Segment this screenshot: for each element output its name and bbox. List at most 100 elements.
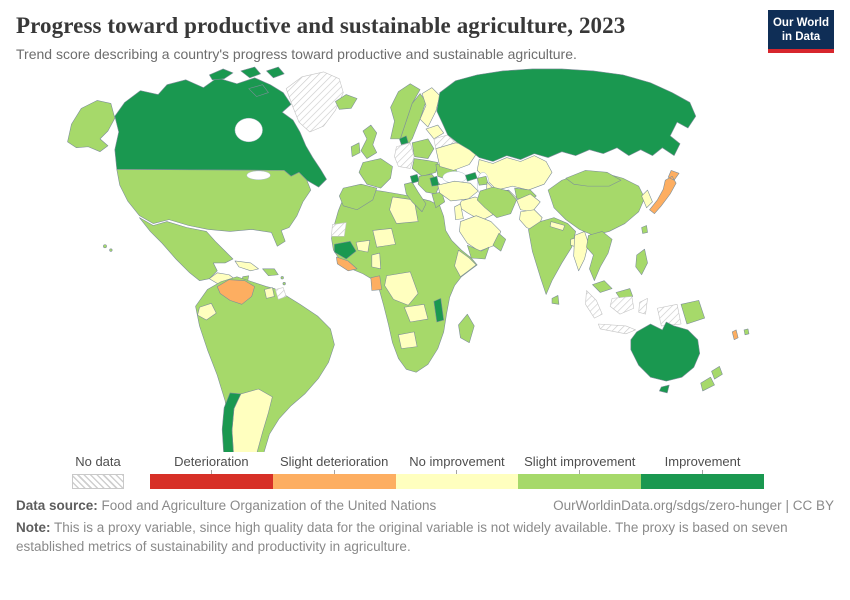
legend-tick (333, 470, 335, 474)
country-benin-togo[interactable] (371, 252, 381, 270)
country-zambia[interactable] (404, 304, 429, 323)
country-india[interactable] (528, 217, 576, 295)
country-sri-lanka[interactable] (551, 295, 560, 305)
country-papua-new-guinea[interactable] (680, 300, 705, 325)
legend-item-no-data[interactable]: No data (72, 454, 124, 489)
country-slovenia[interactable] (409, 174, 420, 184)
country-baltics[interactable] (425, 124, 445, 140)
country-central-europe[interactable] (411, 158, 439, 177)
data-source-label: Data source: (16, 498, 98, 513)
country-venezuela[interactable] (216, 279, 255, 305)
country-fiji[interactable] (743, 328, 750, 336)
country-iceland[interactable] (335, 94, 358, 110)
country-caribbean-islands[interactable] (280, 276, 284, 280)
country-niger[interactable] (372, 228, 396, 248)
owid-link[interactable]: OurWorldinData.org/sdgs/zero-hunger (553, 498, 782, 513)
country-france[interactable] (358, 158, 393, 189)
logo-line-1: Our World (772, 17, 829, 29)
country-australia[interactable] (630, 321, 701, 382)
data-source: Data source: Food and Agriculture Organi… (16, 497, 436, 516)
country-burkina-faso[interactable] (355, 239, 371, 253)
country-yemen[interactable] (467, 244, 490, 260)
legend-item-deterioration[interactable]: Deterioration (150, 454, 273, 489)
country-serbia[interactable] (429, 175, 440, 187)
country-guinea[interactable] (334, 240, 357, 260)
world-map (16, 66, 834, 452)
country-poland[interactable] (411, 138, 435, 159)
country-iran[interactable] (476, 186, 517, 218)
country-alaska[interactable] (67, 100, 116, 152)
country-gabon[interactable] (370, 275, 382, 291)
country-sierra-leone-liberia[interactable] (336, 256, 358, 272)
country-koreas[interactable] (641, 189, 653, 209)
country-ireland[interactable] (350, 142, 361, 157)
country-botswana[interactable] (398, 331, 418, 349)
country-azerbaijan[interactable] (476, 175, 489, 186)
country-south-america[interactable] (195, 276, 335, 452)
legend-item-improvement[interactable]: Improvement (641, 454, 764, 489)
country-italy[interactable] (404, 181, 427, 213)
country-hispaniola[interactable] (262, 268, 279, 277)
country-finland[interactable] (419, 87, 441, 128)
legend-swatch-no-improvement (395, 474, 519, 489)
footnote-label: Note: (16, 519, 51, 535)
country-usa[interactable] (116, 169, 312, 247)
legend-label-improvement: Improvement (664, 454, 741, 469)
legend-item-slight-deterioration[interactable]: Slight deterioration (272, 454, 396, 489)
legend-tick (702, 470, 704, 474)
country-dr-congo[interactable] (384, 271, 419, 306)
country-mongolia[interactable] (565, 170, 622, 187)
legend-swatch-no-data (72, 474, 124, 489)
country-indochina[interactable] (586, 231, 613, 281)
country-hawaii[interactable] (103, 244, 107, 249)
chart-footer: Data source: Food and Agriculture Organi… (16, 497, 834, 557)
country-taiwan[interactable] (641, 225, 648, 234)
country-chile[interactable] (221, 392, 247, 452)
country-new-zealand[interactable] (700, 366, 723, 392)
license-label[interactable]: CC BY (792, 498, 834, 513)
legend-item-no-improvement[interactable]: No improvement (395, 454, 519, 489)
country-vanuatu[interactable] (731, 329, 739, 341)
credit: OurWorldinData.org/sdgs/zero-hunger | CC… (553, 497, 834, 516)
country-madagascar[interactable] (458, 313, 475, 343)
country-mexico[interactable] (139, 217, 234, 281)
country-tasmania[interactable] (659, 384, 670, 394)
country-israel-jordan[interactable] (454, 203, 464, 220)
country-germany[interactable] (394, 142, 415, 169)
world-map-svg (67, 66, 750, 452)
country-iberia[interactable] (339, 183, 378, 211)
country-russia[interactable] (436, 68, 697, 162)
country-ecuador[interactable] (197, 303, 217, 321)
legend-item-slight-improvement[interactable]: Slight improvement (518, 454, 642, 489)
country-canada-islands[interactable] (209, 66, 285, 97)
country-nepal[interactable] (549, 221, 566, 231)
country-turkey[interactable] (437, 180, 479, 202)
country-greece[interactable] (431, 191, 445, 209)
country-suriname[interactable] (264, 287, 275, 299)
country-denmark[interactable] (399, 135, 409, 146)
country-hawaii[interactable] (109, 248, 113, 252)
map-legend: No data Deterioration Slight deteriorati… (72, 454, 764, 489)
country-myanmar[interactable] (573, 231, 589, 272)
country-french-guiana[interactable] (275, 287, 287, 300)
legend-swatch-deterioration (150, 474, 273, 489)
country-afghanistan[interactable] (516, 193, 541, 213)
country-malaysia[interactable] (592, 280, 634, 299)
page-title: Progress toward productive and sustainab… (16, 13, 626, 38)
country-caribbean-islands[interactable] (282, 282, 286, 286)
country-canada[interactable] (114, 77, 327, 188)
owid-logo[interactable]: Our World in Data (768, 10, 834, 53)
country-japan[interactable] (649, 170, 680, 214)
country-uk[interactable] (360, 124, 378, 159)
country-western-sahara[interactable] (331, 222, 347, 237)
country-philippines[interactable] (635, 248, 648, 276)
country-georgia[interactable] (465, 172, 478, 182)
country-greenland[interactable] (285, 71, 344, 133)
country-malawi[interactable] (433, 298, 445, 323)
footnote-text: This is a proxy variable, since high qua… (16, 519, 788, 554)
country-oman[interactable] (492, 233, 507, 252)
legend-label-deterioration: Deterioration (174, 454, 249, 469)
country-somalia[interactable] (454, 249, 477, 278)
country-cuba[interactable] (234, 260, 259, 272)
country-indonesia[interactable] (585, 290, 682, 335)
